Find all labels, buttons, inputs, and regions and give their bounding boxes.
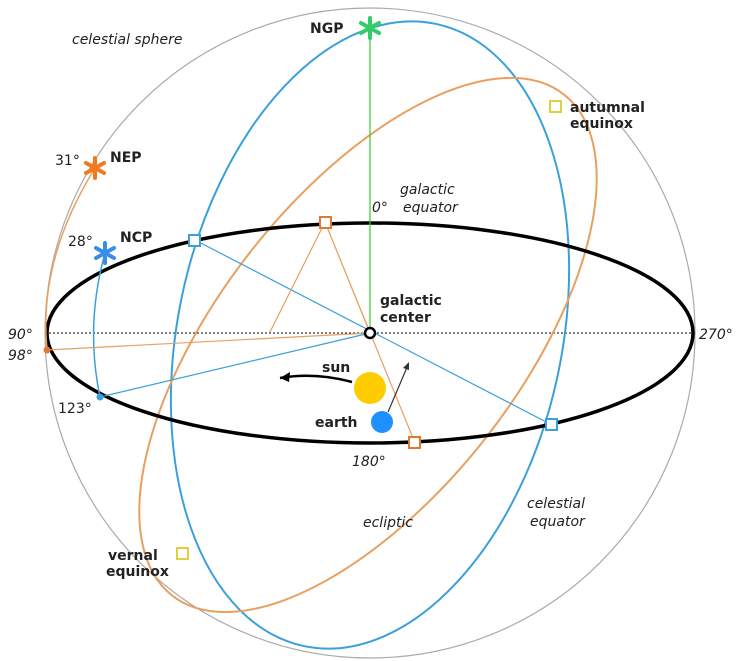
label: galactic <box>380 293 442 309</box>
label: celestial <box>527 496 585 512</box>
nep-star <box>84 156 106 180</box>
nep-arc <box>45 167 96 351</box>
label: 123° <box>58 401 92 417</box>
stars <box>84 16 381 265</box>
arrow-head <box>403 362 409 370</box>
label: ecliptic <box>363 515 413 531</box>
ngp-star <box>359 16 381 40</box>
label: 90° <box>8 327 33 343</box>
label: NGP <box>310 21 343 37</box>
blue-line <box>99 332 371 398</box>
sun <box>354 372 386 404</box>
earth-arrow <box>387 364 409 413</box>
dot <box>43 346 51 354</box>
ncp-arc <box>92 252 106 398</box>
marker <box>545 418 558 431</box>
label: earth <box>315 415 358 431</box>
label: 180° <box>352 454 386 470</box>
label: 28° <box>68 234 93 250</box>
label: NCP <box>120 230 152 246</box>
arrow-head <box>280 372 290 382</box>
label: equinox <box>106 564 169 580</box>
label: equator <box>530 514 586 530</box>
label: autumnal <box>570 100 645 116</box>
label: equator <box>403 200 459 216</box>
label: NEP <box>110 150 142 166</box>
ncp-star <box>94 241 116 265</box>
label: equinox <box>570 116 633 132</box>
earth <box>371 411 393 433</box>
label: 0° <box>372 200 388 216</box>
marker <box>408 436 421 449</box>
label: 31° <box>55 153 80 169</box>
label: galactic <box>400 182 455 198</box>
label: vernal <box>108 548 158 564</box>
marker <box>319 216 332 229</box>
label: center <box>380 310 431 326</box>
orange-line <box>46 332 371 351</box>
dot <box>96 393 104 401</box>
celestial-equator <box>169 20 571 650</box>
label: 270° <box>699 327 733 343</box>
marker <box>188 234 201 247</box>
label: celestial sphere <box>72 32 182 48</box>
marker <box>176 547 189 560</box>
sun-arrow <box>279 374 353 384</box>
label: 98° <box>8 348 33 364</box>
marker <box>549 100 562 113</box>
label: sun <box>322 360 350 376</box>
galactic-center <box>363 326 377 340</box>
